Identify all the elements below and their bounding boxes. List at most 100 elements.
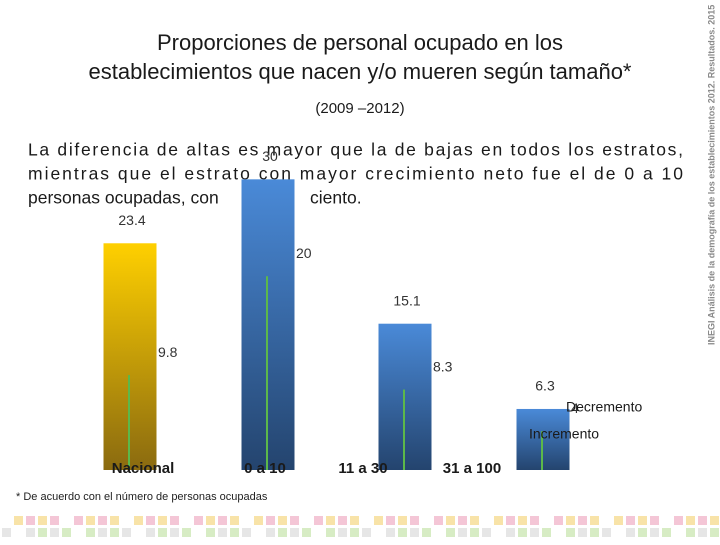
- deco-square: [686, 516, 695, 525]
- deco-square: [278, 528, 287, 537]
- deco-square: [182, 528, 191, 537]
- deco-square: [26, 516, 35, 525]
- bar: [128, 375, 130, 470]
- deco-square: [86, 528, 95, 537]
- deco-square: [338, 516, 347, 525]
- deco-square: [506, 516, 515, 525]
- paragraph-line: La diferencia de altas es mayor que la d…: [28, 140, 683, 160]
- deco-square: [482, 528, 491, 537]
- deco-square: [518, 528, 527, 537]
- deco-square: [458, 516, 467, 525]
- deco-square: [14, 516, 23, 525]
- paragraph-line: ciento.: [310, 188, 362, 208]
- deco-square: [206, 528, 215, 537]
- deco-square: [602, 528, 611, 537]
- deco-square: [170, 516, 179, 525]
- deco-square: [146, 528, 155, 537]
- value-label: 8.3: [433, 358, 453, 374]
- deco-square: [38, 528, 47, 537]
- deco-square: [650, 528, 659, 537]
- deco-square: [50, 516, 59, 525]
- deco-square: [590, 516, 599, 525]
- deco-square: [578, 516, 587, 525]
- deco-square: [62, 528, 71, 537]
- deco-square: [206, 516, 215, 525]
- deco-square: [398, 528, 407, 537]
- deco-square: [26, 528, 35, 537]
- deco-square: [302, 528, 311, 537]
- deco-square: [434, 516, 443, 525]
- deco-square: [266, 516, 275, 525]
- deco-square: [230, 516, 239, 525]
- deco-square: [530, 528, 539, 537]
- deco-square: [110, 528, 119, 537]
- deco-square: [110, 516, 119, 525]
- deco-square: [470, 516, 479, 525]
- deco-square: [518, 516, 527, 525]
- deco-square: [698, 528, 707, 537]
- x-tick-label: 11 a 30: [338, 460, 387, 477]
- deco-square: [650, 516, 659, 525]
- deco-square: [710, 528, 719, 537]
- deco-square: [554, 516, 563, 525]
- value-label: 20: [296, 245, 312, 261]
- deco-square: [386, 516, 395, 525]
- x-tick-label: 31 a 100: [443, 460, 501, 477]
- deco-square: [230, 528, 239, 537]
- deco-square: [386, 528, 395, 537]
- deco-square: [158, 528, 167, 537]
- deco-square: [470, 528, 479, 537]
- deco-square: [626, 516, 635, 525]
- deco-square: [194, 516, 203, 525]
- deco-square: [338, 528, 347, 537]
- bar: [403, 389, 405, 470]
- deco-square: [98, 528, 107, 537]
- deco-square: [290, 516, 299, 525]
- deco-square: [158, 516, 167, 525]
- deco-square: [410, 516, 419, 525]
- deco-square: [710, 516, 719, 525]
- deco-square: [146, 516, 155, 525]
- deco-square: [134, 516, 143, 525]
- deco-square: [266, 528, 275, 537]
- deco-square: [446, 516, 455, 525]
- deco-square: [638, 516, 647, 525]
- deco-square: [698, 516, 707, 525]
- deco-square: [446, 528, 455, 537]
- deco-square: [614, 516, 623, 525]
- deco-square: [566, 528, 575, 537]
- footnote: * De acuerdo con el número de personas o…: [16, 491, 268, 503]
- deco-square: [626, 528, 635, 537]
- bar: [266, 276, 268, 470]
- deco-square: [374, 516, 383, 525]
- deco-square: [578, 528, 587, 537]
- deco-square: [218, 528, 227, 537]
- deco-square: [422, 528, 431, 537]
- deco-square: [398, 516, 407, 525]
- x-tick-label: Nacional: [112, 460, 175, 477]
- deco-square: [290, 528, 299, 537]
- deco-square: [530, 516, 539, 525]
- deco-square: [662, 528, 671, 537]
- subtitle: (2009 –2012): [315, 100, 404, 117]
- deco-square: [542, 528, 551, 537]
- value-label: 23.4: [118, 212, 145, 228]
- title-line: Proporciones de personal ocupado en los: [157, 30, 563, 55]
- deco-square: [86, 516, 95, 525]
- deco-square: [590, 528, 599, 537]
- deco-square: [314, 516, 323, 525]
- deco-square: [98, 516, 107, 525]
- deco-square: [254, 516, 263, 525]
- deco-square: [638, 528, 647, 537]
- paragraph-line: mientras que el estrato con mayor crecim…: [28, 164, 683, 184]
- deco-square: [350, 528, 359, 537]
- deco-square: [506, 528, 515, 537]
- side-text: INEGI Análisis de la demografía de los e…: [706, 5, 716, 345]
- value-label: 9.8: [158, 344, 178, 360]
- deco-square: [350, 516, 359, 525]
- value-label: 30: [262, 148, 278, 164]
- deco-square: [494, 516, 503, 525]
- legend-label: Decremento: [566, 399, 642, 415]
